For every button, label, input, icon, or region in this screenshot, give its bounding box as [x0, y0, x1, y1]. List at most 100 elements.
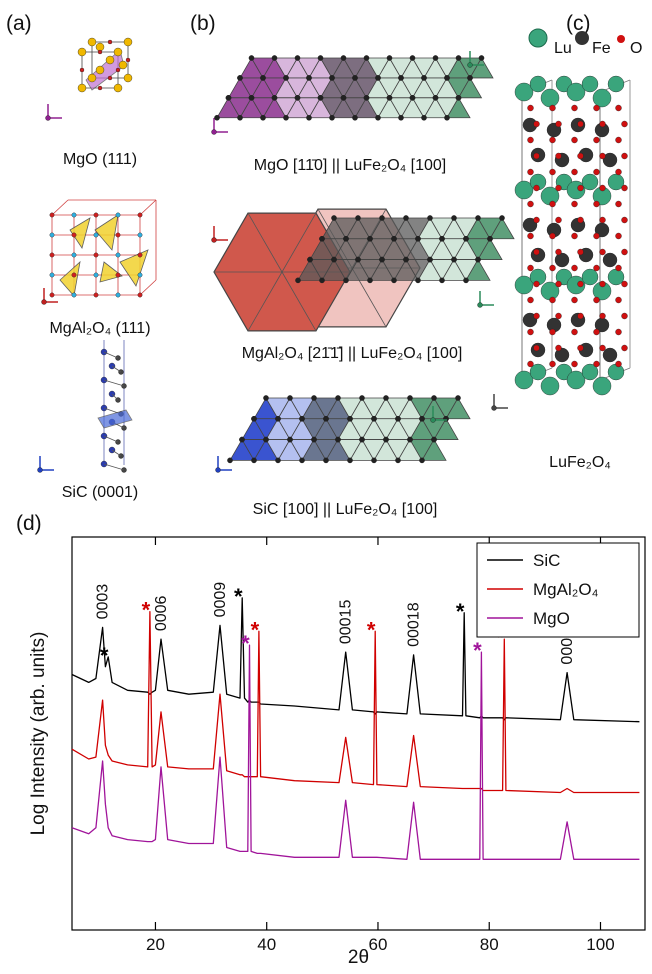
atom	[379, 257, 384, 262]
axis-origin	[478, 303, 483, 308]
peak-label: 0003	[95, 584, 112, 620]
atom	[616, 329, 622, 335]
atom	[227, 458, 232, 463]
atom	[283, 115, 288, 120]
atom	[622, 281, 628, 287]
atom	[306, 115, 311, 120]
lu-atom	[529, 29, 547, 47]
atom	[431, 437, 436, 442]
atom	[622, 185, 628, 191]
atom	[456, 95, 461, 100]
atom	[50, 213, 54, 217]
atom	[555, 253, 569, 267]
atom	[275, 416, 280, 421]
panel-label: (a)	[6, 12, 32, 35]
atom	[96, 66, 104, 74]
atom	[556, 313, 562, 319]
atom	[541, 89, 559, 107]
atom	[318, 55, 323, 60]
atom	[108, 40, 112, 44]
atom	[116, 253, 120, 257]
atom	[287, 437, 292, 442]
atom	[421, 75, 426, 80]
atom	[403, 215, 408, 220]
atom	[487, 236, 492, 241]
atom	[383, 395, 388, 400]
atom	[582, 76, 598, 92]
atom	[556, 153, 562, 159]
atom	[528, 137, 534, 143]
atom	[383, 437, 388, 442]
bond	[52, 200, 68, 215]
atom	[419, 458, 424, 463]
peak-label: 00015	[338, 600, 355, 645]
atom	[603, 253, 617, 267]
atom	[96, 43, 104, 51]
atom	[352, 115, 357, 120]
atom	[578, 185, 584, 191]
atom	[341, 55, 346, 60]
atom	[578, 345, 584, 351]
atom	[364, 95, 369, 100]
atom	[550, 201, 556, 207]
atom	[116, 293, 120, 297]
atom	[72, 233, 76, 237]
atom	[600, 185, 606, 191]
atom	[622, 153, 628, 159]
atom	[98, 86, 102, 90]
peak-marker: *	[456, 599, 465, 624]
atom	[295, 55, 300, 60]
atom	[528, 233, 534, 239]
atom	[534, 281, 540, 287]
legend-label: SiC	[533, 551, 560, 570]
atom	[528, 169, 534, 175]
atom	[343, 236, 348, 241]
legend-label: O	[630, 40, 642, 57]
atom	[335, 437, 340, 442]
atom	[94, 213, 98, 217]
atom	[556, 345, 562, 351]
peak-marker: *	[234, 584, 243, 609]
atom	[578, 153, 584, 159]
atom	[367, 236, 372, 241]
atom	[295, 278, 300, 283]
atom	[616, 169, 622, 175]
atom	[415, 236, 420, 241]
atom	[138, 233, 142, 237]
atom	[331, 215, 336, 220]
atom	[550, 105, 556, 111]
atom	[94, 293, 98, 297]
atom	[72, 253, 76, 257]
atom	[534, 153, 540, 159]
atom	[530, 76, 546, 92]
atom	[608, 364, 624, 380]
atom	[375, 115, 380, 120]
atom	[528, 329, 534, 335]
x-tick-label: 60	[369, 935, 388, 954]
atom	[116, 273, 120, 277]
atom	[600, 313, 606, 319]
atom	[352, 75, 357, 80]
atom	[582, 174, 598, 190]
atom	[72, 273, 76, 277]
atom	[391, 278, 396, 283]
xrd-plot: 204060801002θLog Intensity (arb. units)0…	[28, 537, 645, 968]
bond	[140, 200, 156, 215]
atom	[407, 437, 412, 442]
atom	[616, 137, 622, 143]
atom	[329, 75, 334, 80]
atom	[534, 185, 540, 191]
atom	[287, 395, 292, 400]
atom	[415, 278, 420, 283]
peak-label: 0009	[212, 582, 229, 618]
atom	[600, 345, 606, 351]
atom	[572, 201, 578, 207]
atom	[541, 377, 559, 395]
atom	[124, 38, 132, 46]
atom	[307, 257, 312, 262]
atom	[329, 115, 334, 120]
panel-label: (d)	[16, 512, 42, 535]
atom	[572, 233, 578, 239]
x-tick-label: 20	[146, 935, 165, 954]
atom	[616, 201, 622, 207]
